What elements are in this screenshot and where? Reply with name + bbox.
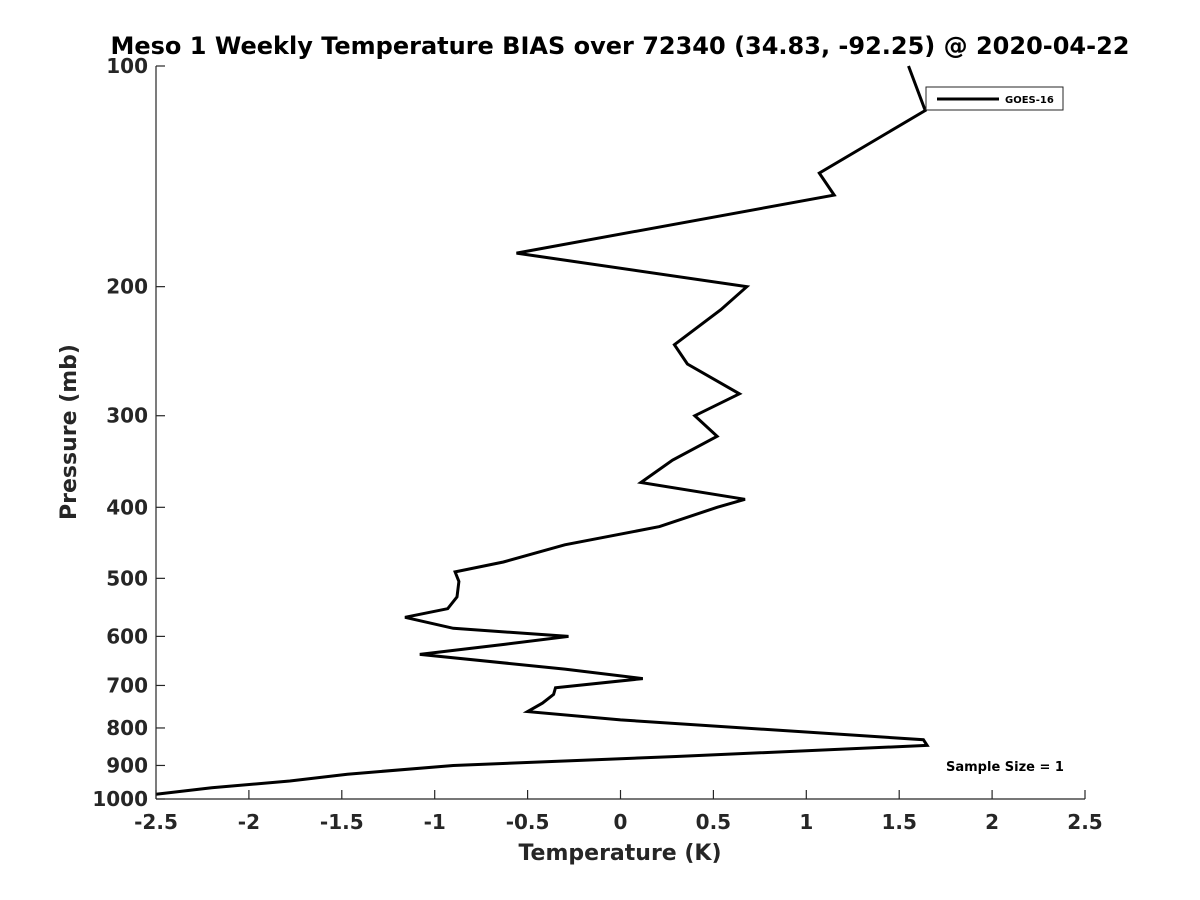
x-tick-label: -1 [424, 810, 446, 834]
y-axis-label: Pressure (mb) [57, 344, 82, 520]
y-tick-label: 300 [106, 404, 148, 428]
y-tick-label: 700 [106, 673, 148, 697]
chart-title: Meso 1 Weekly Temperature BIAS over 7234… [110, 32, 1129, 60]
series-group [155, 65, 930, 796]
legend: GOES-16 [925, 86, 1064, 111]
y-tick-label: 400 [106, 495, 148, 519]
x-tick-label: 0.5 [696, 810, 731, 834]
y-tick-label: 200 [106, 275, 148, 299]
plot-area: -2.5 -2 -1.5 -1 -0.5 0 0.5 1 1.5 2 2.5 100 200 300 40… [92, 54, 1102, 834]
x-tick-label: 2.5 [1067, 810, 1102, 834]
series-line-goes-16 [155, 65, 930, 796]
x-axis-ticks: -2.5 -2 -1.5 -1 -0.5 0 0.5 1 1.5 2 2.5 [134, 790, 1103, 834]
y-tick-label: 900 [106, 753, 148, 777]
x-tick-label: 1.5 [881, 810, 916, 834]
x-axis-label: Temperature (K) [518, 841, 721, 866]
y-axis-ticks: 100 200 300 400 500 600 700 800 900 1000 [92, 54, 165, 811]
x-tick-label: 0 [614, 810, 628, 834]
x-tick-label: -2 [238, 810, 260, 834]
x-tick-label: -1.5 [320, 810, 364, 834]
y-tick-label: 800 [106, 716, 148, 740]
x-tick-label: 2 [985, 810, 999, 834]
sample-size-annotation: Sample Size = 1 [946, 760, 1064, 775]
y-tick-label: 1000 [92, 787, 148, 811]
x-tick-label: -0.5 [506, 810, 550, 834]
legend-entry-goes-16: GOES-16 [1005, 95, 1054, 106]
x-tick-label: 1 [799, 810, 813, 834]
y-tick-label: 100 [106, 54, 148, 78]
y-tick-label: 600 [106, 624, 148, 648]
x-tick-label: -2.5 [134, 810, 178, 834]
y-tick-label: 500 [106, 566, 148, 590]
